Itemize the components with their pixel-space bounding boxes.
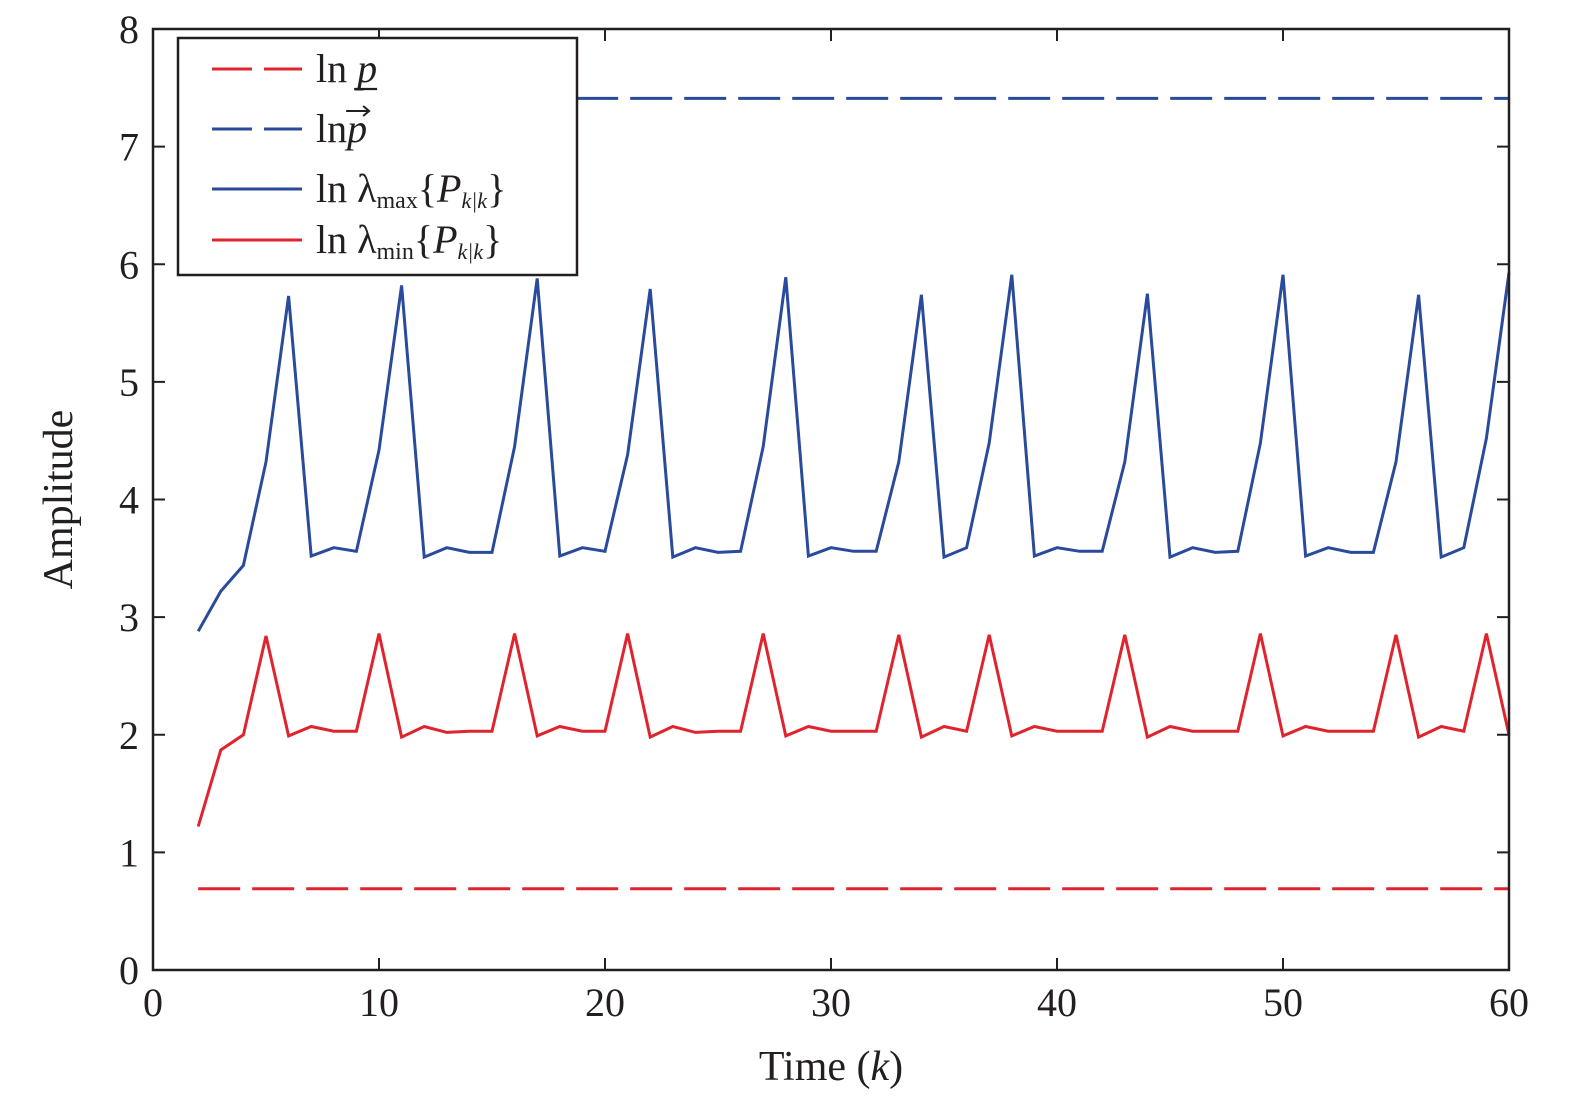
x-tick-label: 30	[811, 980, 851, 1025]
legend-arrow-head	[362, 105, 371, 117]
x-tick-label: 10	[359, 980, 399, 1025]
legend-label-ln-lambda-min: ln λmin{Pk|k}	[316, 217, 502, 265]
axis-ticks	[152, 28, 1510, 971]
series-line-ln-lambda-max	[196, 272, 1511, 632]
y-tick-label: 4	[119, 478, 139, 523]
x-tick-label: 20	[585, 980, 625, 1025]
x-axis-label: Time (k)	[759, 1044, 903, 1090]
x-tick-label: 40	[1037, 980, 1077, 1025]
legend-label-ln-lambda-max: ln λmax{Pk|k}	[316, 166, 506, 214]
y-tick-label: 8	[119, 7, 139, 52]
x-tick-label: 0	[143, 980, 163, 1025]
legend-label-ln-p-lower: ln p	[316, 46, 377, 91]
y-tick-label: 3	[119, 595, 139, 640]
legend-box	[176, 36, 579, 277]
y-axis-label: Amplitude	[36, 410, 82, 590]
x-tick-label: 50	[1263, 980, 1303, 1025]
legend: ln p lnp ln λmax{Pk|k}ln λmin{Pk|k}	[176, 36, 579, 277]
y-tick-label: 7	[119, 125, 139, 170]
y-tick-label: 1	[119, 830, 139, 875]
axis-tick-labels: 0 10 20 30 40 50 60 0 1 2 3 4 5 6 7 8	[119, 7, 1529, 1025]
y-tick-label: 2	[119, 713, 139, 758]
series-line-ln-lambda-min	[196, 633, 1511, 827]
y-tick-label: 5	[119, 360, 139, 405]
y-tick-label: 6	[119, 242, 139, 287]
x-tick-label: 60	[1489, 980, 1529, 1025]
y-tick-label: 0	[119, 948, 139, 993]
legend-label-ln-p-upper: lnp	[316, 106, 367, 151]
